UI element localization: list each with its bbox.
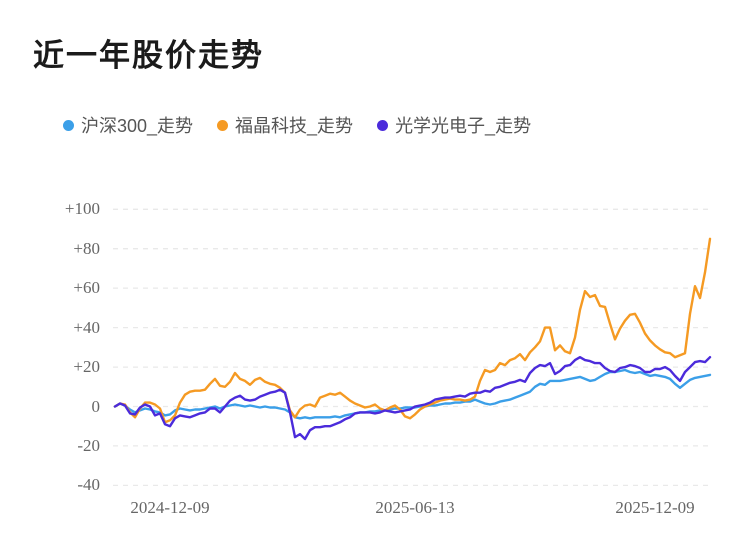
series-line-光学光电子_走势 xyxy=(113,356,712,441)
series-line-福晶科技_走势 xyxy=(113,237,712,424)
y-axis-tick-label: +40 xyxy=(73,318,100,337)
y-axis-tick-label: -20 xyxy=(77,436,100,455)
legend-label: 福晶科技_走势 xyxy=(235,116,354,136)
legend-label: 光学光电子_走势 xyxy=(395,116,532,136)
y-axis-tick-label: +60 xyxy=(73,278,100,297)
legend-item-optics[interactable]: 光学光电子_走势 xyxy=(377,112,531,138)
series-line-沪深300_走势 xyxy=(113,368,712,420)
y-axis: +100 +80 +60 +40 +20 0 -20 -40 xyxy=(0,0,100,558)
y-axis-tick-label: +100 xyxy=(64,199,100,218)
legend-dot-icon xyxy=(377,119,389,131)
page-title: 近一年股价走势 xyxy=(33,38,264,73)
y-axis-tick-label: +80 xyxy=(73,239,100,258)
x-axis-tick-label: 2025-06-13 xyxy=(375,498,455,517)
legend-label: 沪深300_走势 xyxy=(81,116,194,136)
x-axis-tick-label: 2024-12-09 xyxy=(130,498,210,517)
y-axis-tick-label: -40 xyxy=(77,475,100,494)
legend-item-castech[interactable]: 福晶科技_走势 xyxy=(217,112,353,138)
y-axis-tick-label: 0 xyxy=(91,397,101,416)
x-axis-tick-label: 2025-12-09 xyxy=(615,498,695,517)
legend-dot-icon xyxy=(217,119,229,131)
x-axis: 2024-12-09 2025-06-13 2025-12-09 xyxy=(0,498,750,522)
legend-item-csi300[interactable]: 沪深300_走势 xyxy=(63,112,193,138)
legend-dot-icon xyxy=(63,119,74,131)
chart-legend: 沪深300_走势 福晶科技_走势 光学光电子_走势 xyxy=(63,112,531,138)
y-axis-tick-label: +20 xyxy=(73,357,100,376)
